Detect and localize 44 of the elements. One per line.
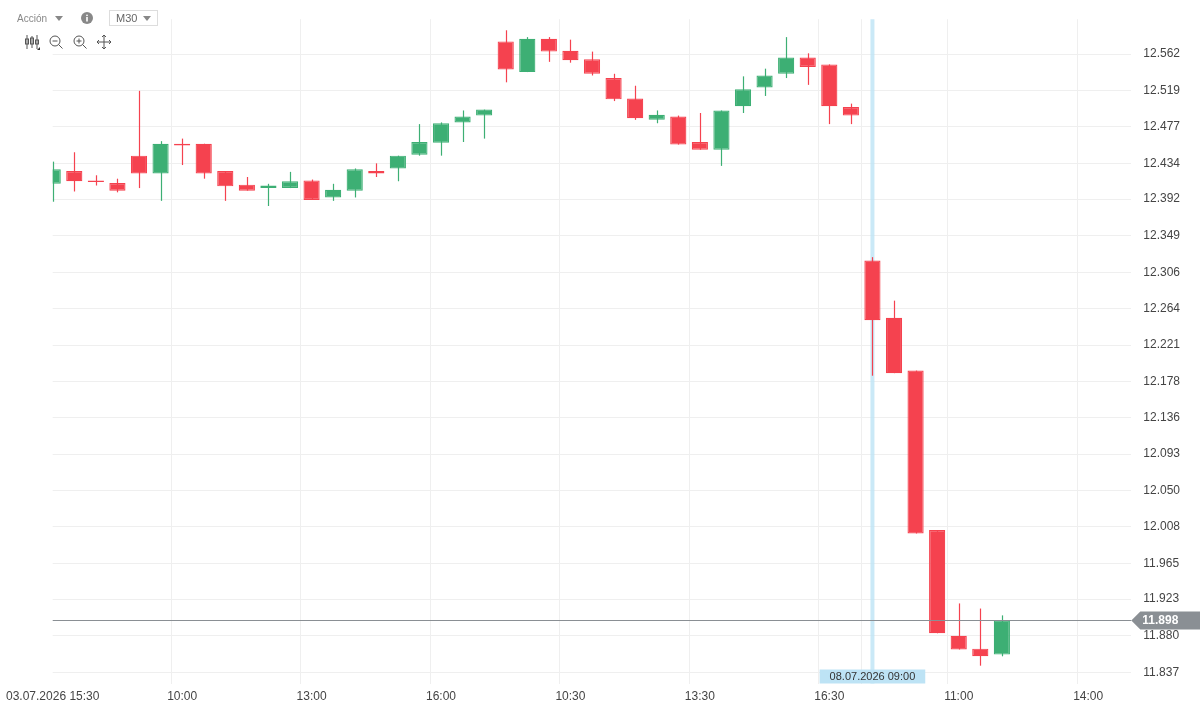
candlestick — [411, 123, 428, 157]
y-tick-label: 12.093 — [1143, 446, 1181, 461]
x-tick-label: 14:00 — [1073, 689, 1104, 704]
candlestick — [799, 52, 816, 86]
x-tick-label: 13:30 — [684, 689, 716, 704]
candlestick — [346, 167, 363, 199]
candlestick — [972, 607, 989, 667]
y-tick-label: 12.519 — [1143, 83, 1181, 98]
y-tick-label: 11.880 — [1143, 628, 1180, 643]
y-tick-label: 11.965 — [1143, 555, 1180, 570]
annotation: M30 — [116, 12, 138, 24]
y-tick-label: 12.349 — [1143, 228, 1181, 243]
y-tick-label: 12.178 — [1143, 373, 1181, 388]
y-tick-label: 12.434 — [1143, 155, 1181, 170]
x-tick-label: 13:00 — [296, 689, 327, 704]
candlestick — [130, 90, 148, 189]
candlestick — [950, 602, 967, 651]
x-tick-label: 10:00 — [167, 689, 198, 704]
ref-line-label: 11.898 — [1142, 612, 1179, 627]
y-tick-label: 12.392 — [1143, 191, 1181, 206]
x-tick-label: 16:30 — [814, 689, 845, 704]
y-tick-label: 12.221 — [1143, 337, 1181, 352]
candlestick — [691, 112, 708, 151]
candlestick — [66, 151, 83, 193]
x-tick-label: 11:00 — [944, 689, 974, 704]
candlestick — [842, 103, 859, 125]
y-tick-label: 12.008 — [1143, 518, 1181, 533]
y-tick-label: 12.136 — [1143, 409, 1181, 424]
y-tick-label: 12.264 — [1143, 300, 1181, 315]
candlestick — [389, 155, 406, 182]
x-tick-label: 10:30 — [555, 689, 586, 704]
chart-subtitle: Acción — [17, 12, 48, 24]
x-tick-label: 16:00 — [425, 689, 457, 704]
x-tick-label: 08.07.2026 09:00 — [829, 669, 916, 682]
y-tick-label: 11.923 — [1143, 591, 1180, 606]
y-tick-label: 12.477 — [1143, 118, 1181, 133]
candlestick — [605, 73, 622, 102]
candlestick — [778, 36, 795, 79]
x-tick-label: 03.07.2026 15:30 — [6, 689, 100, 704]
candlestick — [562, 39, 579, 64]
y-tick-label: 12.050 — [1143, 483, 1181, 498]
y-tick-label: 11.837 — [1143, 664, 1180, 679]
y-tick-label: 12.306 — [1143, 264, 1181, 279]
y-tick-label: 12.562 — [1143, 46, 1181, 61]
